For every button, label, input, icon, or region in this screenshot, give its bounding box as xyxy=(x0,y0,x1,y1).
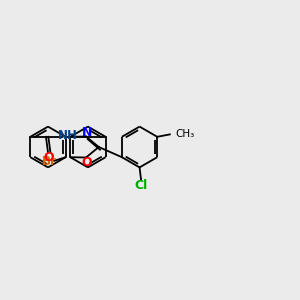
Text: NH: NH xyxy=(58,129,78,142)
Text: Br: Br xyxy=(42,155,57,168)
Text: Cl: Cl xyxy=(134,179,148,192)
Text: O: O xyxy=(43,151,54,164)
Text: CH₃: CH₃ xyxy=(176,129,195,139)
Text: N: N xyxy=(81,125,92,139)
Text: O: O xyxy=(81,156,92,169)
